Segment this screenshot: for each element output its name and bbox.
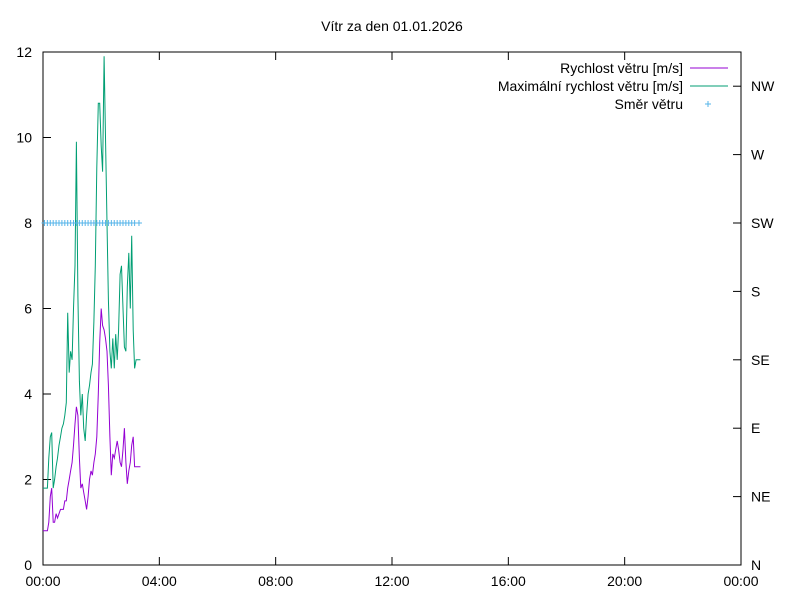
y2-tick-label: NW — [751, 78, 775, 94]
x-tick-label: 08:00 — [258, 573, 293, 589]
y-tick-label: 4 — [24, 386, 32, 402]
y2-tick-label: S — [751, 283, 760, 299]
y-tick-label: 12 — [16, 44, 32, 60]
y2-tick-label: E — [751, 420, 760, 436]
y-tick-label: 2 — [24, 472, 32, 488]
y2-tick-label: SE — [751, 352, 770, 368]
x-tick-label: 12:00 — [374, 573, 409, 589]
direction-point — [135, 220, 142, 226]
series-layer — [41, 56, 142, 532]
legend-label-0: Rychlost větru [m/s] — [560, 60, 683, 76]
y-tick-label: 0 — [24, 557, 32, 573]
x-tick-label: 16:00 — [491, 573, 526, 589]
legend: Rychlost větru [m/s] Maximální rychlost v… — [498, 60, 728, 112]
chart-title: Vítr za den 01.01.2026 — [321, 18, 463, 34]
legend-swatch-2 — [705, 101, 711, 107]
axes: 0 2 4 6 8 10 12 00:00 04:00 08:00 12:00 16:00 20:00 0… — [16, 44, 775, 589]
x-tick-label: 00:00 — [723, 573, 758, 589]
legend-label-1: Maximální rychlost větru [m/s] — [498, 78, 683, 94]
x-tick-label: 00:00 — [25, 573, 60, 589]
x-tick-label: 20:00 — [607, 573, 642, 589]
plot-frame — [42, 51, 742, 566]
y-tick-label: 6 — [24, 301, 32, 317]
y2-tick-label: SW — [751, 215, 774, 231]
y-tick-label: 8 — [24, 215, 32, 231]
series-line-0 — [43, 308, 141, 532]
y2-tick-label: N — [751, 557, 761, 573]
legend-label-2: Směr větru — [615, 96, 683, 112]
y2-tick-label: W — [751, 147, 765, 163]
x-tick-label: 04:00 — [142, 573, 177, 589]
y2-tick-label: NE — [751, 489, 770, 505]
y-tick-label: 10 — [16, 130, 32, 146]
series-line-1 — [43, 56, 141, 489]
